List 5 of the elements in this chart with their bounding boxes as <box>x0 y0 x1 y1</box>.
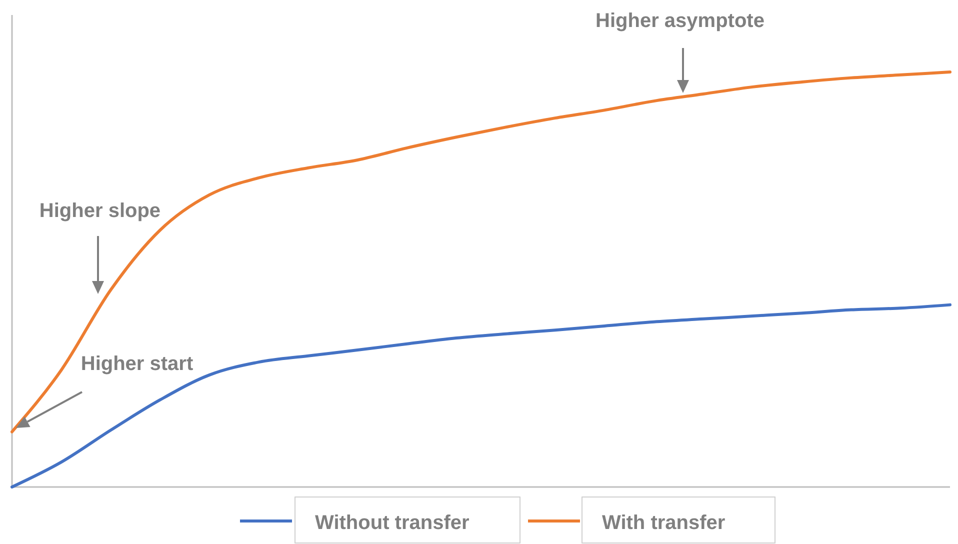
legend-label: With transfer <box>602 512 726 534</box>
text: Higher asymptote <box>596 10 764 32</box>
annotation: Higher start <box>80 353 194 375</box>
annotation: Higher slope <box>39 200 161 222</box>
legend-label: Without transfer <box>315 512 470 534</box>
